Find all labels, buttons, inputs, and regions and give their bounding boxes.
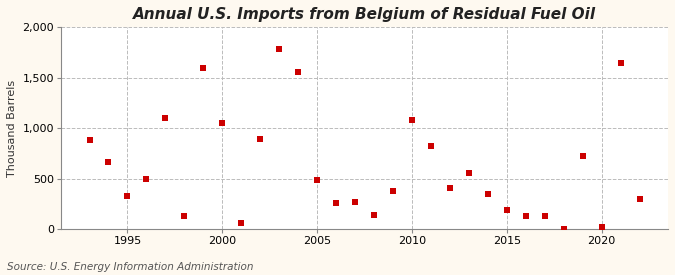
Point bbox=[634, 197, 645, 201]
Point bbox=[520, 214, 531, 218]
Point bbox=[141, 177, 152, 181]
Point bbox=[539, 214, 550, 218]
Y-axis label: Thousand Barrels: Thousand Barrels bbox=[7, 80, 17, 177]
Point bbox=[464, 170, 475, 175]
Point bbox=[255, 137, 266, 142]
Point bbox=[558, 227, 569, 231]
Point bbox=[577, 154, 588, 159]
Point bbox=[179, 214, 190, 219]
Point bbox=[331, 201, 342, 205]
Point bbox=[198, 65, 209, 70]
Point bbox=[350, 200, 360, 204]
Point bbox=[160, 116, 171, 120]
Title: Annual U.S. Imports from Belgium of Residual Fuel Oil: Annual U.S. Imports from Belgium of Resi… bbox=[133, 7, 596, 22]
Point bbox=[293, 70, 304, 74]
Point bbox=[122, 194, 133, 198]
Point bbox=[84, 138, 95, 142]
Point bbox=[445, 186, 456, 190]
Point bbox=[615, 60, 626, 65]
Point bbox=[483, 192, 493, 196]
Text: Source: U.S. Energy Information Administration: Source: U.S. Energy Information Administ… bbox=[7, 262, 253, 272]
Point bbox=[236, 221, 246, 225]
Point bbox=[217, 121, 227, 125]
Point bbox=[425, 144, 436, 148]
Point bbox=[387, 189, 398, 193]
Point bbox=[502, 208, 512, 212]
Point bbox=[369, 213, 379, 218]
Point bbox=[103, 160, 114, 164]
Point bbox=[406, 118, 417, 122]
Point bbox=[596, 224, 607, 229]
Point bbox=[312, 177, 323, 182]
Point bbox=[274, 47, 285, 52]
